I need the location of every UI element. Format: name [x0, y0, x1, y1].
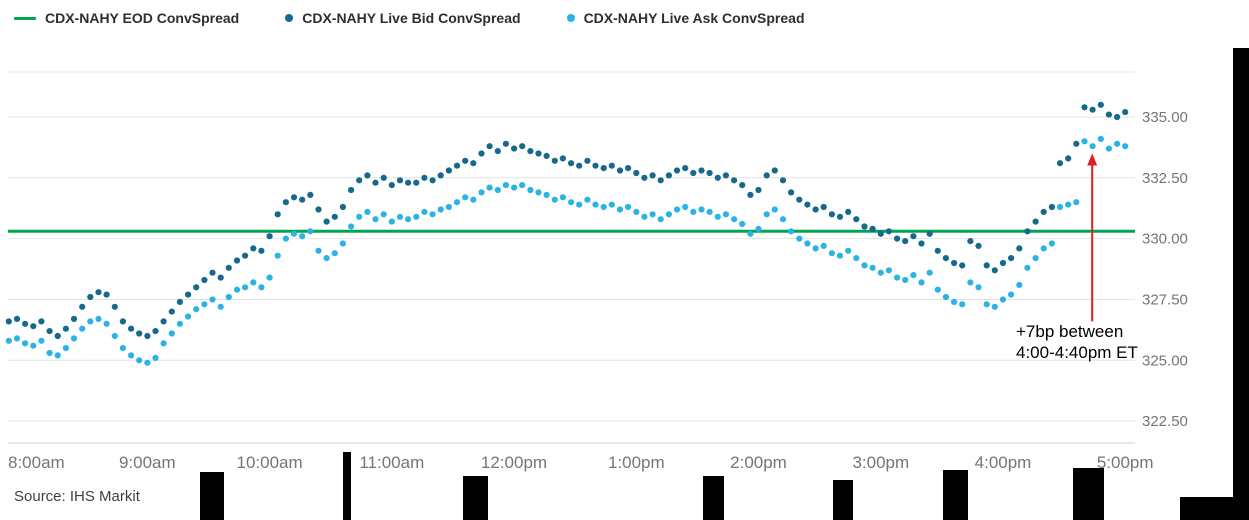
legend-label-bid: CDX-NAHY Live Bid ConvSpread [302, 10, 521, 26]
svg-text:335.00: 335.00 [1142, 109, 1188, 126]
svg-text:3:00pm: 3:00pm [852, 453, 909, 472]
annotation-line-2: 4:00-4:40pm ET [1016, 343, 1138, 362]
legend-label-ask: CDX-NAHY Live Ask ConvSpread [583, 10, 805, 26]
redaction-block [943, 470, 968, 520]
redaction-block [1180, 497, 1249, 520]
svg-text:8:00am: 8:00am [8, 453, 65, 472]
svg-text:332.50: 332.50 [1142, 170, 1188, 187]
svg-text:11:00am: 11:00am [359, 453, 424, 472]
redaction-bar-right [1233, 48, 1249, 520]
svg-text:327.50: 327.50 [1142, 292, 1188, 309]
annotation-line-1: +7bp between [1016, 322, 1124, 341]
svg-text:9:00am: 9:00am [119, 453, 176, 472]
svg-text:10:00am: 10:00am [237, 453, 303, 472]
chart-legend: CDX-NAHY EOD ConvSpread CDX-NAHY Live Bi… [14, 10, 805, 26]
legend-item-ask: CDX-NAHY Live Ask ConvSpread [566, 10, 805, 26]
legend-label-eod: CDX-NAHY EOD ConvSpread [45, 10, 240, 26]
svg-text:330.00: 330.00 [1142, 231, 1188, 248]
legend-marker-eod [14, 16, 36, 20]
svg-text:325.00: 325.00 [1142, 352, 1188, 369]
redaction-block [1073, 468, 1104, 520]
svg-text:2:00pm: 2:00pm [730, 453, 787, 472]
svg-text:1:00pm: 1:00pm [608, 453, 665, 472]
svg-text:5:00pm: 5:00pm [1097, 453, 1154, 472]
redaction-block [703, 476, 724, 520]
redaction-block [200, 472, 224, 520]
legend-item-bid: CDX-NAHY Live Bid ConvSpread [285, 10, 521, 26]
legend-marker-bid [285, 14, 294, 22]
redaction-block [833, 480, 853, 520]
chart-annotation: +7bp between 4:00-4:40pm ET [1016, 321, 1138, 363]
legend-item-eod: CDX-NAHY EOD ConvSpread [14, 10, 239, 26]
source-caption: Source: IHS Markit [14, 488, 140, 505]
svg-text:12:00pm: 12:00pm [481, 453, 547, 472]
redaction-block [343, 452, 351, 520]
legend-marker-ask [566, 14, 575, 22]
redaction-block [463, 476, 488, 520]
svg-text:4:00pm: 4:00pm [975, 453, 1032, 472]
svg-text:322.50: 322.50 [1142, 413, 1188, 430]
